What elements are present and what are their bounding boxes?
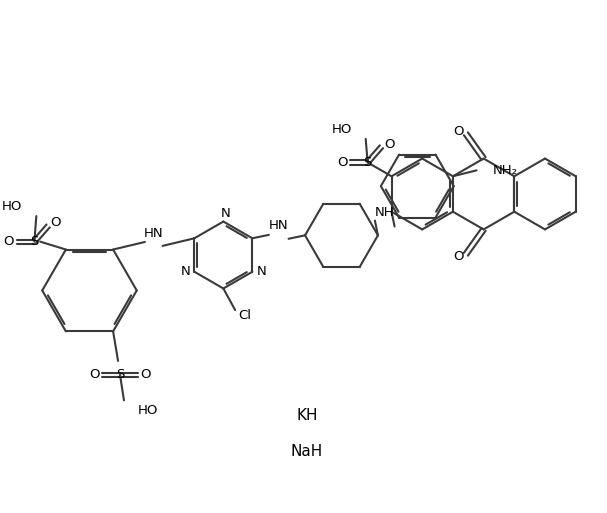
Text: N: N [181, 265, 191, 278]
Text: O: O [50, 216, 60, 229]
Text: HO: HO [138, 404, 158, 417]
Text: HO: HO [331, 123, 352, 135]
Text: HO: HO [2, 200, 22, 213]
Text: HN: HN [144, 227, 163, 240]
Text: S: S [116, 368, 124, 381]
Text: N: N [220, 207, 230, 220]
Text: O: O [453, 125, 463, 139]
Text: O: O [140, 368, 151, 381]
Text: O: O [337, 156, 347, 169]
Text: S: S [364, 156, 372, 169]
Text: O: O [453, 250, 463, 263]
Text: N: N [256, 265, 266, 278]
Text: O: O [384, 139, 395, 151]
Text: HN: HN [269, 220, 288, 232]
Text: O: O [89, 368, 100, 381]
Text: NH: NH [375, 206, 395, 219]
Text: NaH: NaH [291, 444, 323, 460]
Text: O: O [4, 235, 14, 248]
Text: Cl: Cl [239, 309, 251, 322]
Text: S: S [30, 235, 39, 248]
Text: NH₂: NH₂ [492, 164, 517, 177]
Text: KH: KH [296, 408, 318, 423]
